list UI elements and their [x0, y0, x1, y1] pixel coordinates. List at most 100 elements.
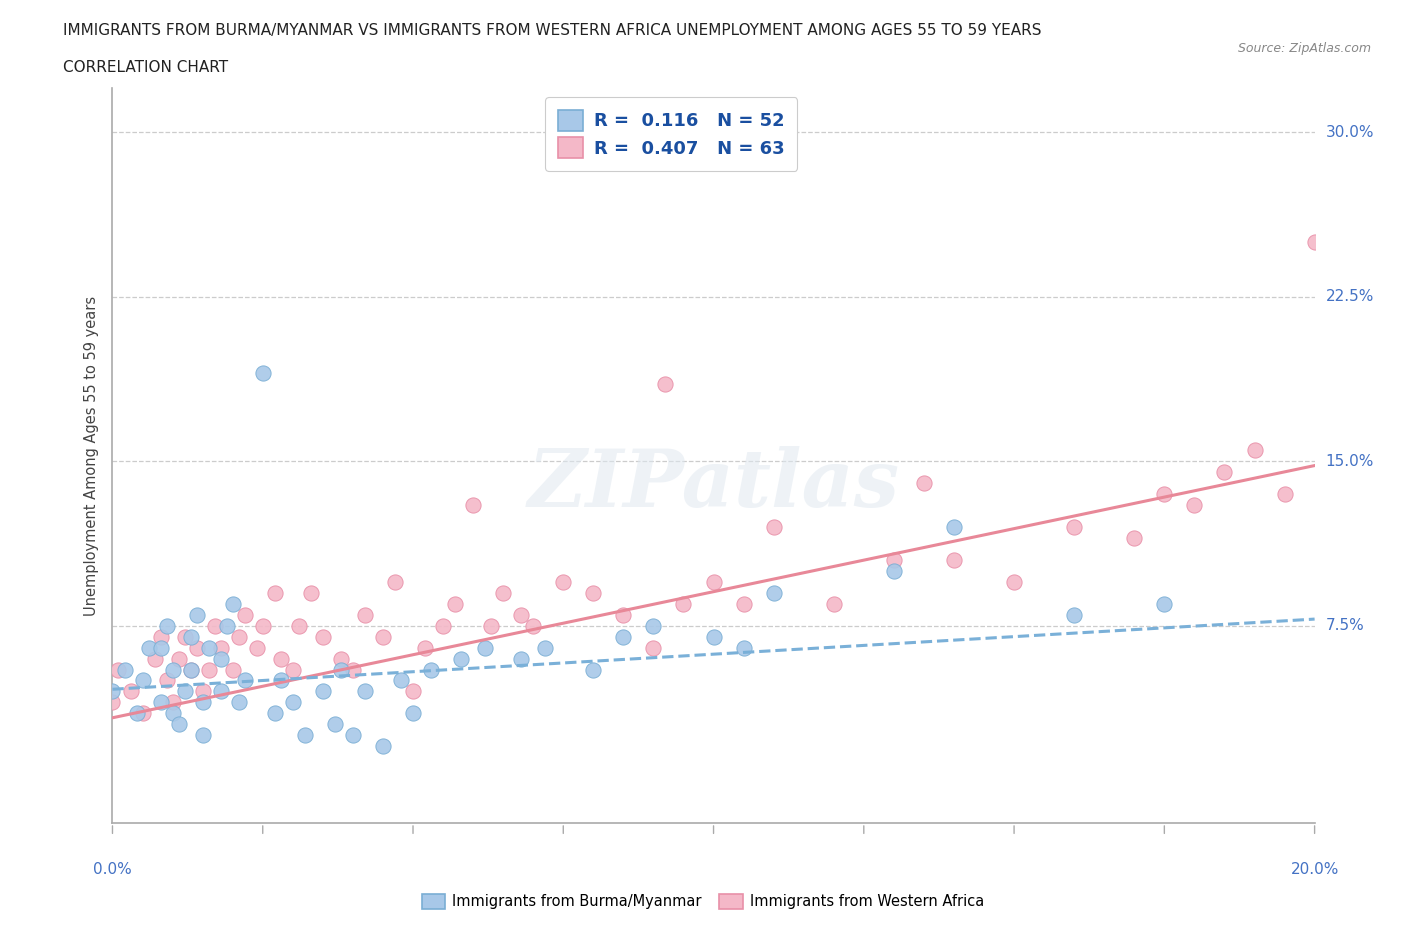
Legend: R =  0.116   N = 52, R =  0.407   N = 63: R = 0.116 N = 52, R = 0.407 N = 63	[546, 98, 797, 171]
Point	[762, 520, 785, 535]
Point	[252, 618, 274, 633]
Point	[323, 717, 346, 732]
Text: ZIPatlas: ZIPatlas	[527, 446, 900, 524]
Point	[101, 695, 124, 710]
Point	[131, 706, 153, 721]
Point	[209, 684, 232, 699]
Text: CORRELATION CHART: CORRELATION CHART	[63, 60, 228, 75]
Point	[222, 662, 245, 677]
Point	[233, 607, 256, 622]
Point	[191, 728, 214, 743]
Point	[612, 630, 634, 644]
Point	[107, 662, 129, 677]
Point	[131, 673, 153, 688]
Text: Source: ZipAtlas.com: Source: ZipAtlas.com	[1237, 42, 1371, 55]
Point	[167, 717, 190, 732]
Point	[354, 684, 377, 699]
Point	[371, 738, 394, 753]
Point	[162, 662, 184, 677]
Point	[281, 695, 304, 710]
Point	[246, 640, 269, 655]
Point	[762, 585, 785, 600]
Point	[479, 618, 502, 633]
Point	[263, 585, 285, 600]
Point	[180, 662, 202, 677]
Point	[413, 640, 436, 655]
Point	[510, 607, 533, 622]
Point	[1123, 530, 1146, 545]
Point	[942, 552, 965, 567]
Point	[474, 640, 496, 655]
Point	[288, 618, 311, 633]
Point	[492, 585, 515, 600]
Point	[510, 651, 533, 666]
Point	[191, 684, 214, 699]
Point	[733, 596, 755, 611]
Point	[125, 706, 148, 721]
Text: 22.5%: 22.5%	[1326, 289, 1374, 304]
Point	[263, 706, 285, 721]
Point	[942, 520, 965, 535]
Text: 30.0%: 30.0%	[1326, 125, 1374, 140]
Point	[672, 596, 695, 611]
Point	[702, 630, 725, 644]
Point	[294, 728, 316, 743]
Point	[329, 651, 352, 666]
Point	[228, 695, 250, 710]
Point	[883, 552, 905, 567]
Point	[204, 618, 226, 633]
Point	[522, 618, 544, 633]
Point	[186, 640, 208, 655]
Point	[138, 640, 160, 655]
Point	[173, 630, 195, 644]
Point	[450, 651, 472, 666]
Point	[1063, 520, 1085, 535]
Point	[233, 673, 256, 688]
Point	[342, 728, 364, 743]
Point	[654, 377, 676, 392]
Point	[1153, 596, 1175, 611]
Point	[371, 630, 394, 644]
Point	[155, 618, 177, 633]
Point	[281, 662, 304, 677]
Point	[432, 618, 454, 633]
Point	[167, 651, 190, 666]
Point	[209, 651, 232, 666]
Point	[1243, 443, 1265, 458]
Point	[215, 618, 238, 633]
Point	[733, 640, 755, 655]
Point	[312, 684, 335, 699]
Point	[912, 475, 935, 490]
Point	[149, 630, 172, 644]
Point	[702, 575, 725, 590]
Point	[1274, 486, 1296, 501]
Point	[162, 706, 184, 721]
Point	[643, 618, 665, 633]
Point	[444, 596, 467, 611]
Point	[329, 662, 352, 677]
Point	[553, 575, 575, 590]
Point	[1063, 607, 1085, 622]
Point	[173, 684, 195, 699]
Point	[420, 662, 443, 677]
Point	[883, 564, 905, 578]
Point	[342, 662, 364, 677]
Point	[312, 630, 335, 644]
Point	[162, 695, 184, 710]
Point	[155, 673, 177, 688]
Point	[197, 640, 219, 655]
Point	[270, 673, 292, 688]
Point	[1303, 234, 1326, 249]
Legend: Immigrants from Burma/Myanmar, Immigrants from Western Africa: Immigrants from Burma/Myanmar, Immigrant…	[416, 888, 990, 915]
Y-axis label: Unemployment Among Ages 55 to 59 years: Unemployment Among Ages 55 to 59 years	[83, 296, 98, 616]
Point	[402, 706, 425, 721]
Point	[299, 585, 322, 600]
Point	[389, 673, 412, 688]
Point	[534, 640, 557, 655]
Point	[149, 640, 172, 655]
Point	[1184, 498, 1206, 512]
Point	[191, 695, 214, 710]
Point	[402, 684, 425, 699]
Point	[222, 596, 245, 611]
Point	[228, 630, 250, 644]
